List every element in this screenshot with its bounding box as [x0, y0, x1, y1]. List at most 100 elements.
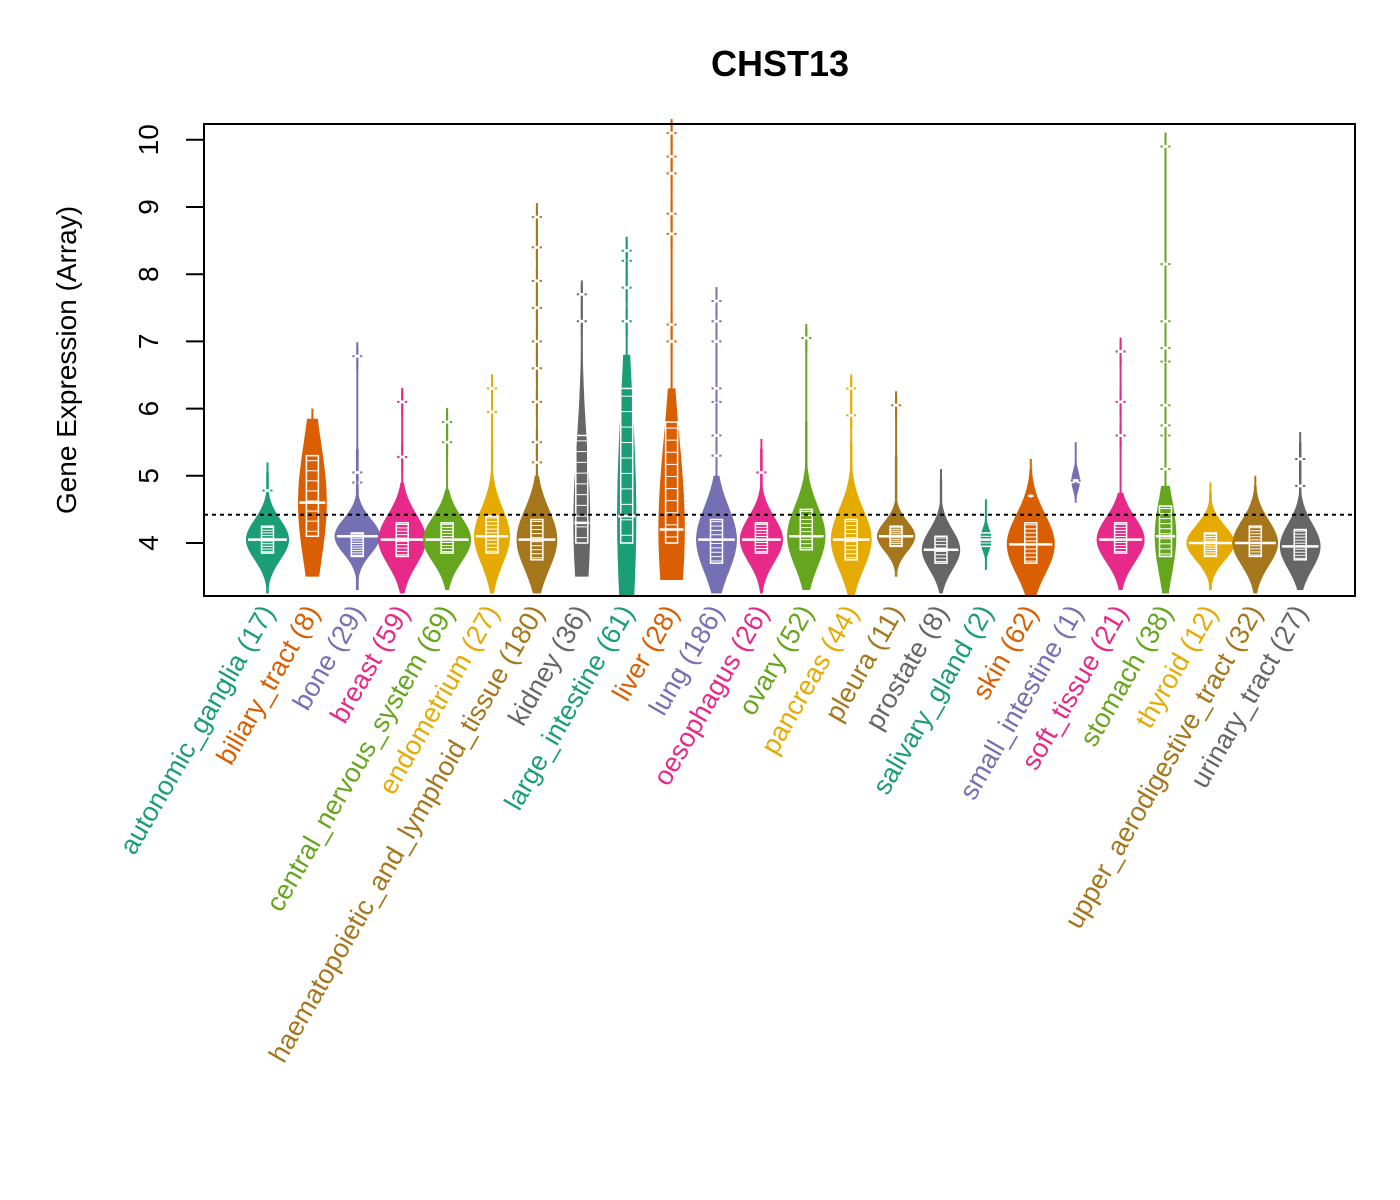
outlier-dot — [1117, 400, 1124, 404]
violin-iqr-box — [619, 387, 634, 544]
outlier-dot — [1162, 145, 1169, 149]
outlier-dot — [758, 470, 765, 474]
violin-urinary_tract — [1279, 432, 1321, 591]
violin-skin — [1006, 459, 1055, 597]
outlier-dot — [668, 131, 675, 135]
x-axis-labels: autonomic_ganglia (17)biliary_tract (8)b… — [114, 600, 1314, 1067]
violin-pleura — [876, 391, 916, 577]
outlier-dot — [1162, 423, 1169, 427]
outlier-dot — [803, 336, 810, 340]
outlier-dot — [623, 249, 630, 253]
y-tick-label: 7 — [133, 334, 164, 350]
outlier-dot — [1162, 262, 1169, 266]
outlier-dot — [533, 245, 540, 249]
violin-pancreas — [830, 374, 872, 597]
y-tick-label: 5 — [133, 468, 164, 484]
violin-small_intestine — [1068, 442, 1083, 503]
outlier-dot — [399, 400, 406, 404]
violin-iqr-box — [1203, 532, 1218, 558]
violin-oesophagus — [739, 438, 783, 594]
violin-iqr-box — [664, 421, 679, 544]
outlier-dot — [713, 339, 720, 343]
outlier-dot — [533, 460, 540, 464]
violin-body — [1279, 442, 1321, 590]
outlier-dot — [533, 400, 540, 404]
violin-breast — [378, 387, 427, 594]
violin-iqr-box — [754, 522, 769, 554]
outlier-dot — [713, 319, 720, 323]
violin-biliary_tract — [298, 408, 327, 577]
y-axis-label: Gene Expression (Array) — [51, 206, 82, 514]
violin-iqr-box — [440, 522, 454, 554]
violin-iqr-box — [979, 532, 993, 548]
outlier-dot — [444, 440, 451, 444]
outlier-dot — [1297, 457, 1304, 461]
y-tick-label: 9 — [133, 199, 164, 215]
violin-iqr-box — [485, 515, 499, 554]
chart-title: CHST13 — [711, 43, 849, 84]
outlier-dot — [489, 410, 495, 414]
violin-haematopoietic_and_lymphoid_tissue — [516, 203, 558, 594]
outlier-dot — [668, 155, 675, 159]
violin-iqr-box — [1293, 528, 1307, 561]
outlier-dot — [1162, 467, 1169, 471]
violin-body — [1154, 485, 1177, 594]
outlier-dot — [893, 403, 900, 407]
outlier-dot — [623, 286, 630, 290]
outlier-dot — [533, 215, 540, 219]
outlier-dot — [399, 455, 406, 459]
violin-body — [1096, 492, 1145, 590]
outlier-dot — [668, 212, 675, 216]
outlier-dot — [533, 366, 540, 370]
outlier-dot — [848, 386, 855, 390]
outlier-dot — [713, 299, 720, 303]
violin-body — [516, 475, 558, 594]
violin-prostate — [921, 469, 961, 594]
outlier-dot — [533, 339, 540, 343]
violin-stomach — [1154, 132, 1177, 594]
outlier-dot — [668, 339, 675, 343]
outlier-dot — [713, 454, 720, 458]
plot-frame — [203, 123, 1356, 597]
violin-lung — [696, 287, 737, 594]
outlier-dot — [1117, 349, 1124, 353]
violin-body — [298, 418, 327, 577]
outlier-dot — [578, 319, 585, 323]
violin-iqr-box — [1024, 522, 1038, 564]
violin-iqr-box — [575, 434, 589, 544]
violin-iqr-box — [1248, 525, 1263, 558]
outlier-dot — [354, 354, 361, 358]
outlier-dot — [1297, 484, 1304, 488]
violin-endometrium — [474, 374, 510, 594]
y-axis: 4 5 6 7 8 9 10 — [133, 124, 204, 551]
violin-iqr-box — [1113, 522, 1128, 554]
violin-body — [617, 354, 637, 597]
outlier-dot — [1162, 319, 1169, 323]
outlier-dot — [533, 306, 540, 310]
violin-body — [876, 455, 916, 577]
violin-iqr-box — [350, 532, 365, 558]
outlier-dot — [668, 171, 675, 175]
outlier-dot — [713, 433, 720, 437]
outlier-dot — [623, 319, 630, 323]
outlier-dot — [1072, 479, 1079, 483]
violin-body — [334, 448, 381, 590]
outlier-dot — [1162, 346, 1169, 350]
outlier-dot — [489, 386, 495, 390]
violin-liver — [658, 119, 685, 580]
outlier-dot — [533, 440, 540, 444]
violin-body — [658, 388, 685, 580]
violin-thyroid — [1186, 482, 1235, 591]
violin-body — [787, 422, 826, 590]
y-tick-label: 4 — [133, 535, 164, 551]
outlier-dot — [533, 279, 540, 283]
violin-central_nervous_system — [423, 408, 472, 591]
violin-body — [739, 448, 783, 594]
violin-iqr-box — [1158, 505, 1173, 558]
outlier-dot — [668, 232, 675, 236]
violin-bone — [334, 342, 381, 591]
outlier-dot — [444, 420, 451, 424]
outlier-dot — [713, 386, 720, 390]
y-tick-label: 6 — [133, 401, 164, 417]
